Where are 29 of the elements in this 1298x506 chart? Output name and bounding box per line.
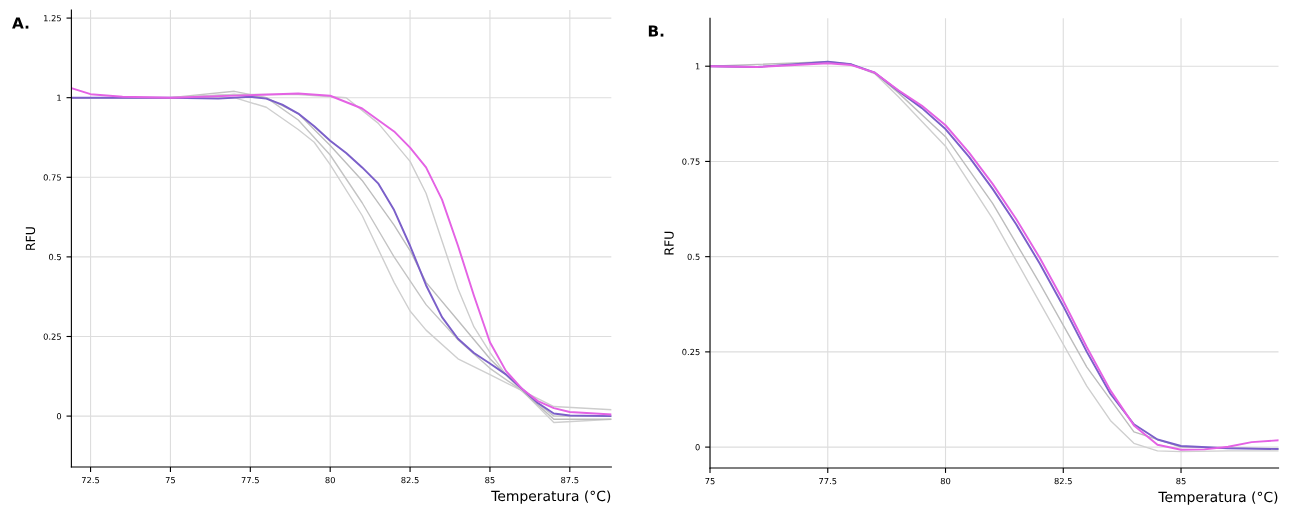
x-tick-label: 77.5: [819, 478, 837, 485]
x-tick-label: 77.5: [241, 477, 259, 484]
x-tick-label: 80: [940, 477, 951, 485]
x-tick-label: 87.5: [561, 476, 579, 484]
y-tick-label: 1: [695, 63, 700, 70]
y-tick-label: 0.75: [682, 158, 700, 165]
y-tick-label: 0: [56, 413, 62, 420]
y-tick-label: 0.25: [43, 333, 61, 340]
text: A.: [12, 17, 29, 29]
y-tick-label: 1: [57, 94, 61, 101]
x-tick-label: 75: [165, 477, 176, 484]
x-axis-title: Temperatura (°C): [1158, 491, 1278, 505]
x-tick-label: 85: [485, 476, 495, 484]
y-axis-title: RFU: [25, 227, 36, 250]
text: B.: [648, 25, 664, 37]
x-tick-label: 82.5: [401, 476, 419, 484]
x-tick-label: 82.5: [1054, 477, 1072, 485]
y-tick-label: 0.5: [687, 253, 700, 260]
y-tick-label: 0.75: [43, 174, 61, 181]
x-tick-label: 85: [1176, 477, 1186, 485]
x-axis-title: Temperatura (°C): [491, 490, 611, 504]
y-tick-label: 0: [695, 444, 700, 451]
y-axis-title: RFU: [664, 231, 674, 255]
y-tick-label: 0.25: [682, 348, 700, 356]
x-tick-label: 75: [705, 478, 715, 485]
x-tick-label: 72.5: [81, 476, 100, 484]
y-tick-label: 0.5: [48, 253, 61, 261]
y-tick-label: 1.25: [44, 15, 61, 22]
x-tick-label: 80: [325, 476, 335, 484]
